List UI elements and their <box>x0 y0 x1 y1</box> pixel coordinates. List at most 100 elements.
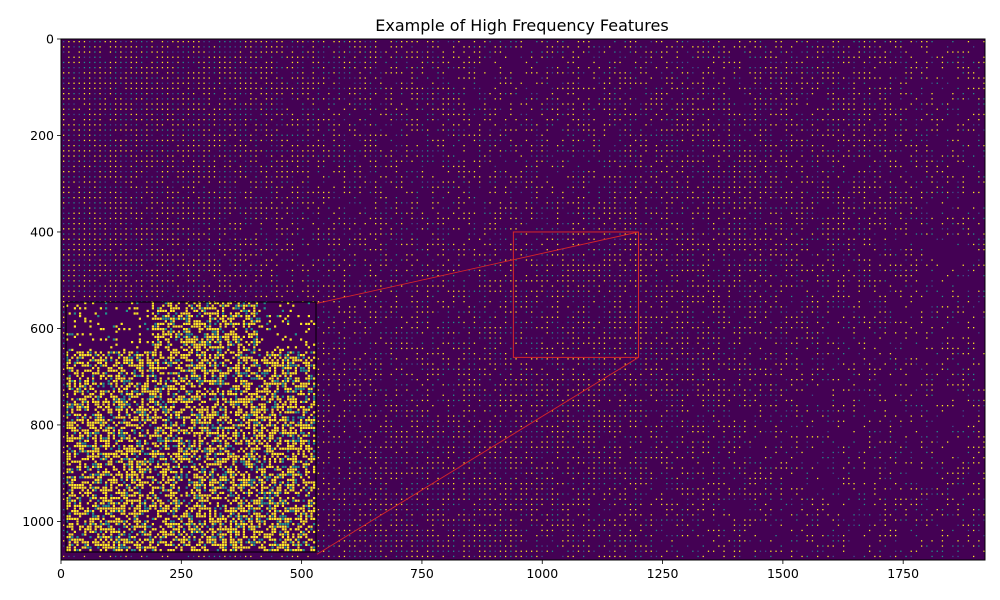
heatmap-cell <box>806 160 808 162</box>
heatmap-cell <box>791 228 793 230</box>
heatmap-cell <box>109 223 112 225</box>
heatmap-cell <box>427 129 429 131</box>
heatmap-cell <box>359 77 361 79</box>
heatmap-cell <box>947 165 949 168</box>
heatmap-cell <box>390 217 392 220</box>
heatmap-cell <box>291 145 294 147</box>
heatmap-cell <box>99 160 101 162</box>
heatmap-cell <box>671 61 673 64</box>
heatmap-cell <box>869 77 871 79</box>
heatmap-cell <box>775 46 777 48</box>
heatmap-cell <box>68 113 70 116</box>
heatmap-cell <box>531 181 533 183</box>
heatmap-cell <box>271 119 273 121</box>
heatmap-cell <box>588 51 590 53</box>
heatmap-cell <box>869 46 871 48</box>
heatmap-cell <box>884 155 886 157</box>
heatmap-cell <box>785 93 788 95</box>
heatmap-cell <box>546 56 548 58</box>
heatmap-cell <box>411 238 413 240</box>
heatmap-cell <box>915 150 918 152</box>
heatmap-cell <box>614 93 616 95</box>
heatmap-cell <box>494 243 496 246</box>
heatmap-cell <box>754 155 756 157</box>
heatmap-cell <box>432 243 434 246</box>
heatmap-cell <box>754 103 756 105</box>
heatmap-cell <box>359 238 361 240</box>
heatmap-cell <box>224 171 226 173</box>
heatmap-cell <box>323 41 325 43</box>
heatmap-cell <box>104 113 106 116</box>
heatmap-cell <box>510 150 512 152</box>
heatmap-cell <box>213 56 216 58</box>
heatmap-cell <box>224 217 226 220</box>
heatmap-cell <box>73 207 75 209</box>
heatmap-cell <box>832 233 834 235</box>
heatmap-cell <box>941 186 944 188</box>
heatmap-cell <box>380 103 382 105</box>
heatmap-cell <box>317 41 320 43</box>
heatmap-cell <box>905 197 907 199</box>
heatmap-cell <box>702 197 704 199</box>
heatmap-cell <box>255 139 257 142</box>
heatmap-cell <box>832 119 834 121</box>
heatmap-cell <box>224 93 226 95</box>
heatmap-cell <box>869 238 871 240</box>
heatmap-cell <box>291 155 294 157</box>
heatmap-cell <box>531 197 533 199</box>
heatmap-cell <box>323 98 325 100</box>
heatmap-cell <box>499 155 502 157</box>
heatmap-cell <box>775 212 777 214</box>
heatmap-cell <box>827 124 829 126</box>
heatmap-cell <box>609 228 611 230</box>
heatmap-cell <box>926 67 928 69</box>
heatmap-cell <box>297 228 299 230</box>
heatmap-cell <box>650 56 652 58</box>
heatmap-cell <box>884 139 886 142</box>
heatmap-cell <box>718 171 720 173</box>
heatmap-cell <box>941 191 944 194</box>
heatmap-cell <box>120 108 122 110</box>
heatmap-cell <box>385 243 387 246</box>
heatmap-cell <box>432 197 434 199</box>
heatmap-cell <box>941 160 944 162</box>
heatmap-cell <box>323 233 325 235</box>
heatmap-cell <box>801 41 803 43</box>
heatmap-cell <box>853 77 855 79</box>
heatmap-cell <box>89 176 91 178</box>
heatmap-cell <box>250 61 252 64</box>
heatmap-cell <box>437 87 439 90</box>
heatmap-cell <box>104 197 106 199</box>
heatmap-cell <box>941 87 944 90</box>
heatmap-cell <box>541 212 543 214</box>
heatmap-cell <box>364 243 366 246</box>
heatmap-cell <box>401 238 403 240</box>
heatmap-cell <box>770 181 772 183</box>
heatmap-cell <box>650 212 652 214</box>
heatmap-cell <box>323 67 325 69</box>
heatmap-cell <box>265 61 268 64</box>
heatmap-cell <box>603 228 606 230</box>
heatmap-cell <box>546 238 548 240</box>
heatmap-cell <box>234 67 236 69</box>
heatmap-cell <box>921 41 923 43</box>
heatmap-cell <box>598 67 600 69</box>
heatmap-cell <box>515 223 517 225</box>
heatmap-cell <box>89 67 91 69</box>
heatmap-cell <box>869 103 871 105</box>
heatmap-cell <box>89 228 91 230</box>
heatmap-cell <box>629 119 632 121</box>
heatmap-cell <box>78 93 80 95</box>
heatmap-cell <box>416 228 418 230</box>
heatmap-cell <box>588 233 590 235</box>
heatmap-cell <box>900 113 902 116</box>
heatmap-cell <box>707 197 710 199</box>
heatmap-cell <box>718 82 720 84</box>
heatmap-cell <box>879 171 881 173</box>
heatmap-cell <box>250 113 252 116</box>
heatmap-cell <box>811 87 814 90</box>
heatmap-cell <box>120 165 122 168</box>
heatmap-cell <box>130 171 132 173</box>
heatmap-cell <box>739 223 741 225</box>
heatmap-cell <box>380 155 382 157</box>
